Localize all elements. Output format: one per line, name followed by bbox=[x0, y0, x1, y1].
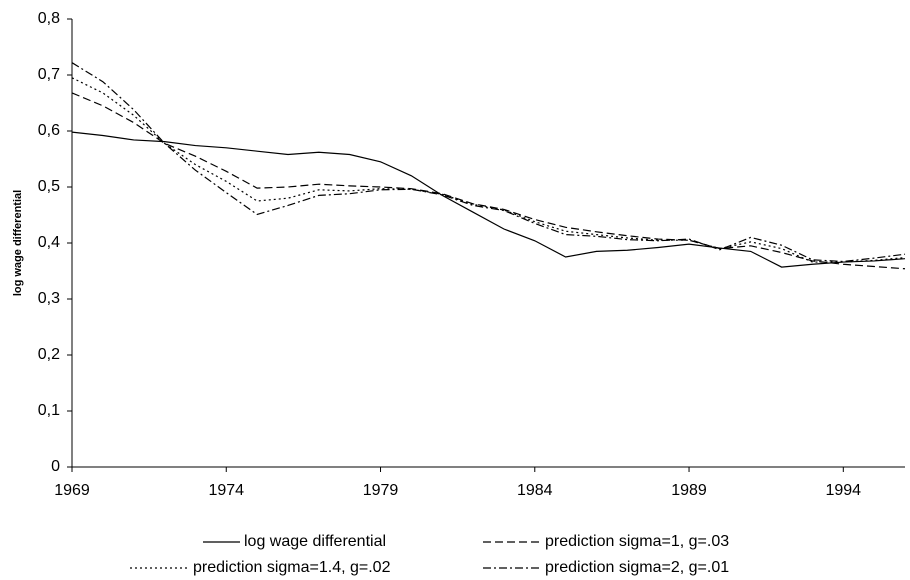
y-tick-label: 0,3 bbox=[38, 290, 60, 307]
x-tick-label: 1984 bbox=[517, 482, 553, 499]
legend-label: prediction sigma=1.4, g=.02 bbox=[193, 559, 391, 576]
y-axis-label: log wage differential bbox=[12, 190, 24, 296]
x-tick-label: 1994 bbox=[825, 482, 861, 499]
x-tick-label: 1969 bbox=[54, 482, 90, 499]
legend-label: prediction sigma=2, g=.01 bbox=[545, 559, 729, 576]
y-tick-label: 0,1 bbox=[38, 402, 60, 419]
y-tick-label: 0,2 bbox=[38, 346, 60, 363]
series-line bbox=[71, 92, 906, 270]
x-tick-label: 1979 bbox=[363, 482, 399, 499]
series-line bbox=[71, 131, 906, 268]
series-line bbox=[71, 62, 906, 263]
y-tick-label: 0,5 bbox=[38, 178, 60, 195]
y-tick-label: 0 bbox=[51, 458, 60, 475]
series-line bbox=[71, 77, 906, 263]
y-tick-label: 0,6 bbox=[38, 122, 60, 139]
legend-label: prediction sigma=1, g=.03 bbox=[545, 533, 729, 550]
y-tick-label: 0,4 bbox=[38, 234, 60, 251]
x-tick-label: 1974 bbox=[208, 482, 244, 499]
y-tick-label: 0,8 bbox=[38, 10, 60, 27]
x-tick-label: 1989 bbox=[671, 482, 707, 499]
y-tick-label: 0,7 bbox=[38, 66, 60, 83]
legend-label: log wage differential bbox=[244, 533, 386, 550]
